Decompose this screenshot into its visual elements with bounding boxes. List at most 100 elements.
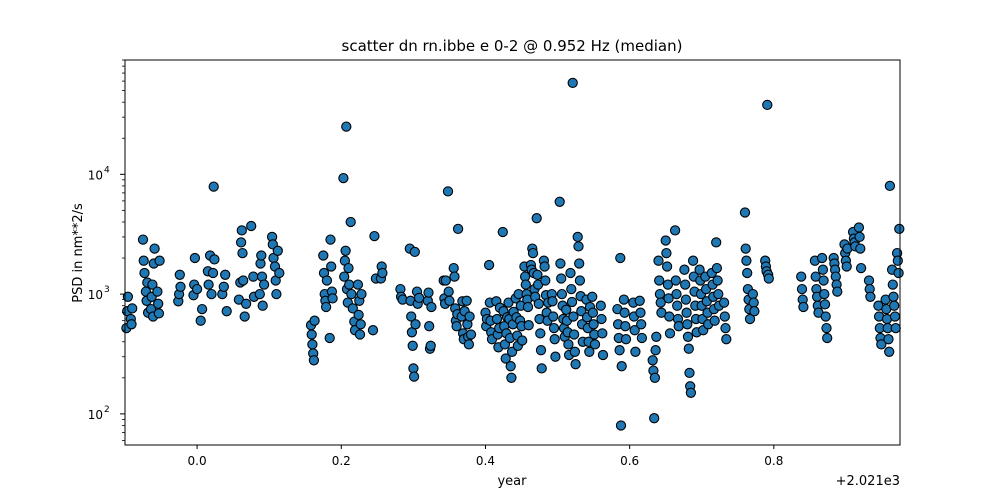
data-point <box>139 267 150 279</box>
data-point <box>327 293 338 304</box>
data-point <box>520 279 531 290</box>
data-point <box>687 255 699 266</box>
data-point <box>461 295 472 306</box>
data-point <box>483 259 495 271</box>
data-point <box>749 306 760 317</box>
data-point <box>556 273 567 284</box>
data-point <box>894 223 905 235</box>
data-point <box>563 339 574 350</box>
data-point <box>587 291 598 302</box>
data-point <box>137 234 149 245</box>
data-point <box>669 225 681 236</box>
data-point <box>248 271 259 282</box>
data-point <box>195 315 206 326</box>
data-point <box>747 288 759 300</box>
data-point <box>744 313 756 325</box>
data-point <box>587 307 599 318</box>
data-point <box>531 213 542 224</box>
data-point <box>326 261 337 272</box>
data-point <box>352 279 364 290</box>
data-point <box>596 313 607 325</box>
data-point <box>126 319 137 330</box>
y-tick-exponent: 4 <box>104 165 110 175</box>
data-point <box>307 339 318 350</box>
data-point <box>574 275 586 286</box>
data-point <box>673 321 684 332</box>
data-point <box>649 413 660 424</box>
data-point <box>196 303 208 315</box>
data-point <box>153 298 164 309</box>
data-point <box>661 261 673 272</box>
y-tick-label: 10 <box>88 288 103 302</box>
data-point <box>685 387 697 398</box>
data-point <box>452 223 464 235</box>
y-tick-exponent: 3 <box>104 285 110 295</box>
data-point <box>584 346 595 357</box>
data-point <box>535 345 547 356</box>
data-point <box>344 279 355 290</box>
data-point <box>548 311 559 322</box>
data-point <box>309 315 320 326</box>
data-point <box>175 281 186 292</box>
data-point <box>890 322 901 334</box>
data-point <box>616 361 627 372</box>
data-point <box>741 255 752 266</box>
data-point <box>424 321 435 332</box>
data-point <box>651 331 662 342</box>
data-point <box>321 275 333 286</box>
data-point <box>853 222 865 233</box>
data-point <box>620 321 631 332</box>
data-point <box>256 250 267 261</box>
data-point <box>258 279 270 290</box>
data-point <box>614 345 625 356</box>
data-point <box>425 340 436 351</box>
data-point <box>540 275 551 286</box>
y-tick-exponent: 2 <box>104 405 110 415</box>
data-point <box>153 308 165 319</box>
data-point <box>320 301 332 313</box>
data-point <box>555 258 566 269</box>
data-point <box>748 297 759 308</box>
data-point <box>588 319 599 330</box>
data-point <box>235 237 247 248</box>
data-point <box>122 291 134 302</box>
data-point <box>565 267 576 279</box>
data-point <box>589 339 601 350</box>
data-point <box>451 321 462 332</box>
x-tick-label: 0.4 <box>476 454 495 468</box>
data-point <box>630 346 641 357</box>
data-point <box>355 319 366 330</box>
data-point <box>554 196 565 207</box>
data-point <box>442 186 454 197</box>
points-layer <box>121 77 905 431</box>
data-point <box>796 271 807 282</box>
data-point <box>660 235 671 246</box>
data-point <box>207 267 219 279</box>
data-point <box>236 225 247 236</box>
data-point <box>615 420 627 431</box>
data-point <box>377 267 388 279</box>
data-point <box>635 307 646 318</box>
data-point <box>463 339 475 350</box>
data-point <box>740 243 751 254</box>
data-point <box>237 247 248 259</box>
data-point <box>821 322 832 334</box>
data-point <box>636 332 648 344</box>
data-point <box>426 301 437 313</box>
y-tick-label: 10 <box>88 168 103 182</box>
data-point <box>889 300 900 311</box>
data-point <box>683 343 694 354</box>
data-point <box>238 275 249 286</box>
data-point <box>497 226 508 238</box>
data-point <box>619 307 630 318</box>
data-point <box>629 325 640 336</box>
data-point <box>739 207 751 218</box>
data-point <box>239 311 250 322</box>
data-point <box>522 301 534 313</box>
data-point <box>574 258 585 269</box>
data-point <box>653 255 664 266</box>
data-point <box>634 295 645 306</box>
y-axis-label: PSD in nm**2/s <box>71 203 86 303</box>
data-point <box>679 264 690 275</box>
data-point <box>532 269 543 280</box>
